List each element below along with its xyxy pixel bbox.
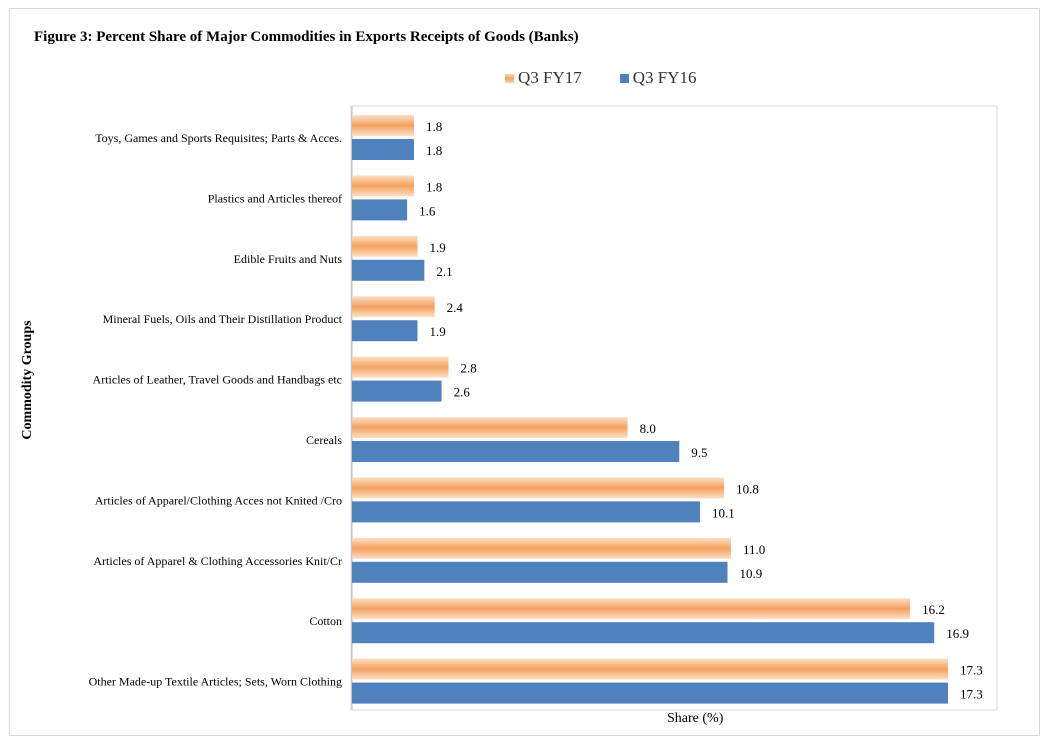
data-label: 10.9 [740, 566, 763, 581]
bar-q3-fy16 [352, 139, 415, 160]
legend-swatch-fy16 [619, 73, 629, 83]
bar-q3-fy16 [352, 501, 700, 523]
data-label: 16.2 [922, 602, 945, 617]
bars: Toys, Games and Sports Requisites; Parts… [89, 115, 983, 704]
plot-area [350, 105, 998, 711]
category-label: Toys, Games and Sports Requisites; Parts… [95, 131, 342, 145]
bar-q3-fy16 [352, 380, 442, 402]
bar-q3-fy16 [352, 199, 408, 221]
data-label: 1.6 [419, 203, 436, 218]
category-label: Mineral Fuels, Oils and Their Distillati… [103, 312, 343, 326]
legend: Q3 FY17 Q3 FY16 [505, 68, 697, 88]
category-label: Articles of Apparel/Clothing Acces not K… [95, 493, 342, 507]
bar-q3-fy17 [352, 356, 449, 378]
data-label: 2.6 [454, 385, 471, 400]
bar-q3-fy17 [352, 115, 415, 136]
bar-q3-fy17 [352, 417, 628, 438]
bar-q3-fy17 [352, 235, 418, 257]
bar-q3-fy17 [352, 658, 948, 680]
data-label: 17.3 [960, 687, 983, 702]
bar-q3-fy17 [352, 477, 725, 499]
data-label: 8.0 [640, 421, 656, 436]
bar-q3-fy16 [352, 320, 418, 342]
category-label: Other Made-up Textile Articles; Sets, Wo… [89, 675, 342, 689]
legend-entry-fy16: Q3 FY16 [619, 68, 697, 88]
category-label: Edible Fruits and Nuts [234, 252, 343, 266]
x-axis-title: Share (%) [667, 711, 724, 726]
bar-q3-fy17 [352, 175, 415, 197]
bar-q3-fy16 [352, 561, 728, 583]
data-label: 1.8 [426, 179, 442, 194]
bar-q3-fy17 [352, 598, 911, 620]
data-label: 1.9 [429, 240, 445, 255]
category-label: Plastics and Articles thereof [208, 191, 342, 205]
data-label: 10.1 [712, 505, 735, 520]
data-label: 2.1 [436, 264, 452, 279]
bar-q3-fy17 [352, 296, 435, 318]
data-label: 2.8 [460, 361, 476, 376]
data-label: 17.3 [960, 663, 983, 678]
category-label: Cereals [306, 433, 342, 447]
data-label: 9.5 [691, 445, 707, 460]
bar-q3-fy16 [352, 682, 948, 704]
data-label: 2.4 [447, 300, 464, 315]
data-label: 1.8 [426, 119, 442, 134]
chart-title: Figure 3: Percent Share of Major Commodi… [34, 29, 579, 45]
bar-q3-fy17 [352, 537, 731, 559]
legend-entry-fy17: Q3 FY17 [505, 68, 582, 88]
category-label: Articles of Apparel & Clothing Accessori… [93, 554, 342, 568]
data-label: 1.9 [429, 324, 445, 339]
bar-q3-fy16 [352, 441, 680, 462]
bar-q3-fy16 [352, 622, 935, 644]
category-label: Cotton [309, 614, 342, 628]
legend-swatch-fy17 [505, 73, 514, 83]
data-label: 16.9 [946, 626, 969, 641]
category-label: Articles of Leather, Travel Goods and Ha… [93, 373, 342, 387]
legend-label-fy16: Q3 FY16 [632, 68, 697, 87]
legend-label-fy17: Q3 FY17 [518, 68, 582, 87]
data-label: 1.8 [426, 143, 442, 158]
bar-q3-fy16 [352, 259, 425, 281]
data-label: 10.8 [736, 481, 759, 496]
data-label: 11.0 [743, 542, 765, 557]
